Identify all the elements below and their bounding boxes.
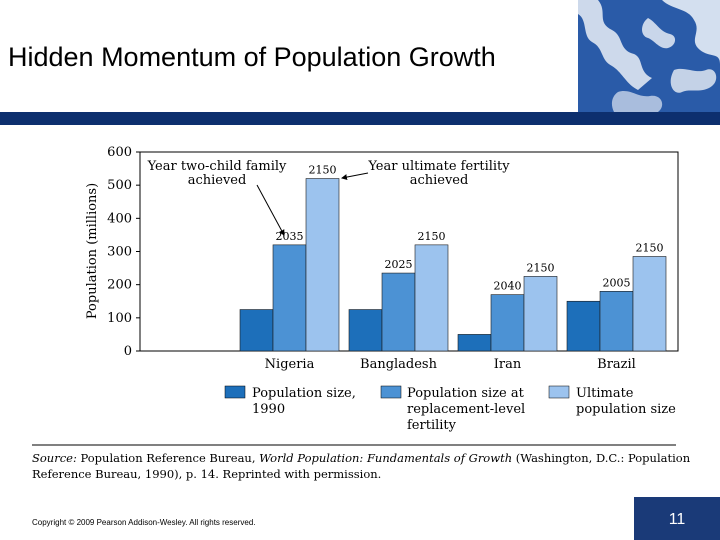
legend-label-replacement-line2: replacement-level [407,402,525,417]
y-tick-label: 0 [124,344,132,359]
population-chart: Population (millions) 0 100 200 300 400 500 60… [32,145,691,481]
legend-label-1990-line2: 1990 [252,402,285,417]
y-tick-label: 500 [107,178,132,193]
bar-brazil-series1 [566,300,601,352]
bar-bangladesh-series1 [348,309,383,352]
bar-year-label: 2040 [494,280,522,293]
header-divider-bar [0,112,720,125]
bar-year-label: 2150 [527,261,555,274]
bar-nigeria-series1 [239,309,274,352]
y-ticks: 0 100 200 300 400 500 600 [107,145,140,359]
legend-label-replacement: Population size at [407,386,525,401]
category-label-nigeria: Nigeria [265,357,315,372]
world-map-decoration [578,0,720,112]
legend-swatch-ultimate [548,385,570,399]
category-label-iran: Iran [494,357,522,372]
bar-year-label: 2035 [276,230,304,243]
source-line-1: Source: Population Reference Bureau, Wor… [32,451,691,465]
legend-label-replacement-line3: fertility [407,418,457,433]
bar-year-label: 2150 [309,164,337,177]
legend-label-ultimate: Ultimate [576,386,634,401]
bar-nigeria-series3 [305,178,340,352]
y-tick-label: 100 [107,311,132,326]
bar-iran-series2 [490,294,525,352]
slide-title: Hidden Momentum of Population Growth [8,42,496,72]
category-label-brazil: Brazil [597,357,636,372]
legend-swatch-replacement [380,385,402,399]
y-tick-label: 300 [107,245,132,260]
bar-iran-series1 [457,334,492,352]
y-axis-label: Population (millions) [85,183,100,319]
annotation-arrow-right [341,172,369,181]
bar-brazil-series2 [599,291,634,352]
bar-bangladesh-series2 [381,272,416,352]
legend: Population size, 1990 Population size at… [224,385,676,433]
category-label-bangladesh: Bangladesh [360,357,438,372]
bar-iran-series3 [523,276,558,352]
annotation-ultimate-fertility: Year ultimate fertility [367,159,510,174]
page-number-box: 11 [634,497,720,540]
copyright-notice: Copyright © 2009 Pearson Addison-Wesley.… [32,518,256,527]
category-labels: Nigeria Bangladesh Iran Brazil [265,357,636,372]
legend-swatch-1990 [224,385,246,399]
bar-year-labels: 2035 2150 2025 2150 2040 2150 2005 2150 [276,164,664,293]
legend-label-1990: Population size, [252,386,356,401]
y-tick-label: 600 [107,145,132,160]
annotation-two-child: Year two-child family [147,159,287,174]
bar-year-label: 2025 [385,258,413,271]
bar-year-label: 2005 [603,276,631,289]
bar-brazil-series3 [632,256,667,352]
annotation-two-child-line2: achieved [188,173,247,188]
bars [239,178,667,352]
annotation-arrow-left [256,184,285,236]
source-line-2: Reference Bureau, 1990), p. 14. Reprinte… [32,467,381,481]
page-number: 11 [668,511,686,528]
annotation-ultimate-fertility-line2: achieved [410,173,469,188]
bar-year-label: 2150 [636,241,664,254]
y-tick-label: 200 [107,278,132,293]
bar-bangladesh-series3 [414,244,449,352]
bar-nigeria-series2 [272,244,307,352]
bar-year-label: 2150 [418,230,446,243]
y-tick-label: 400 [107,211,132,226]
legend-label-ultimate-line2: population size [576,402,676,417]
